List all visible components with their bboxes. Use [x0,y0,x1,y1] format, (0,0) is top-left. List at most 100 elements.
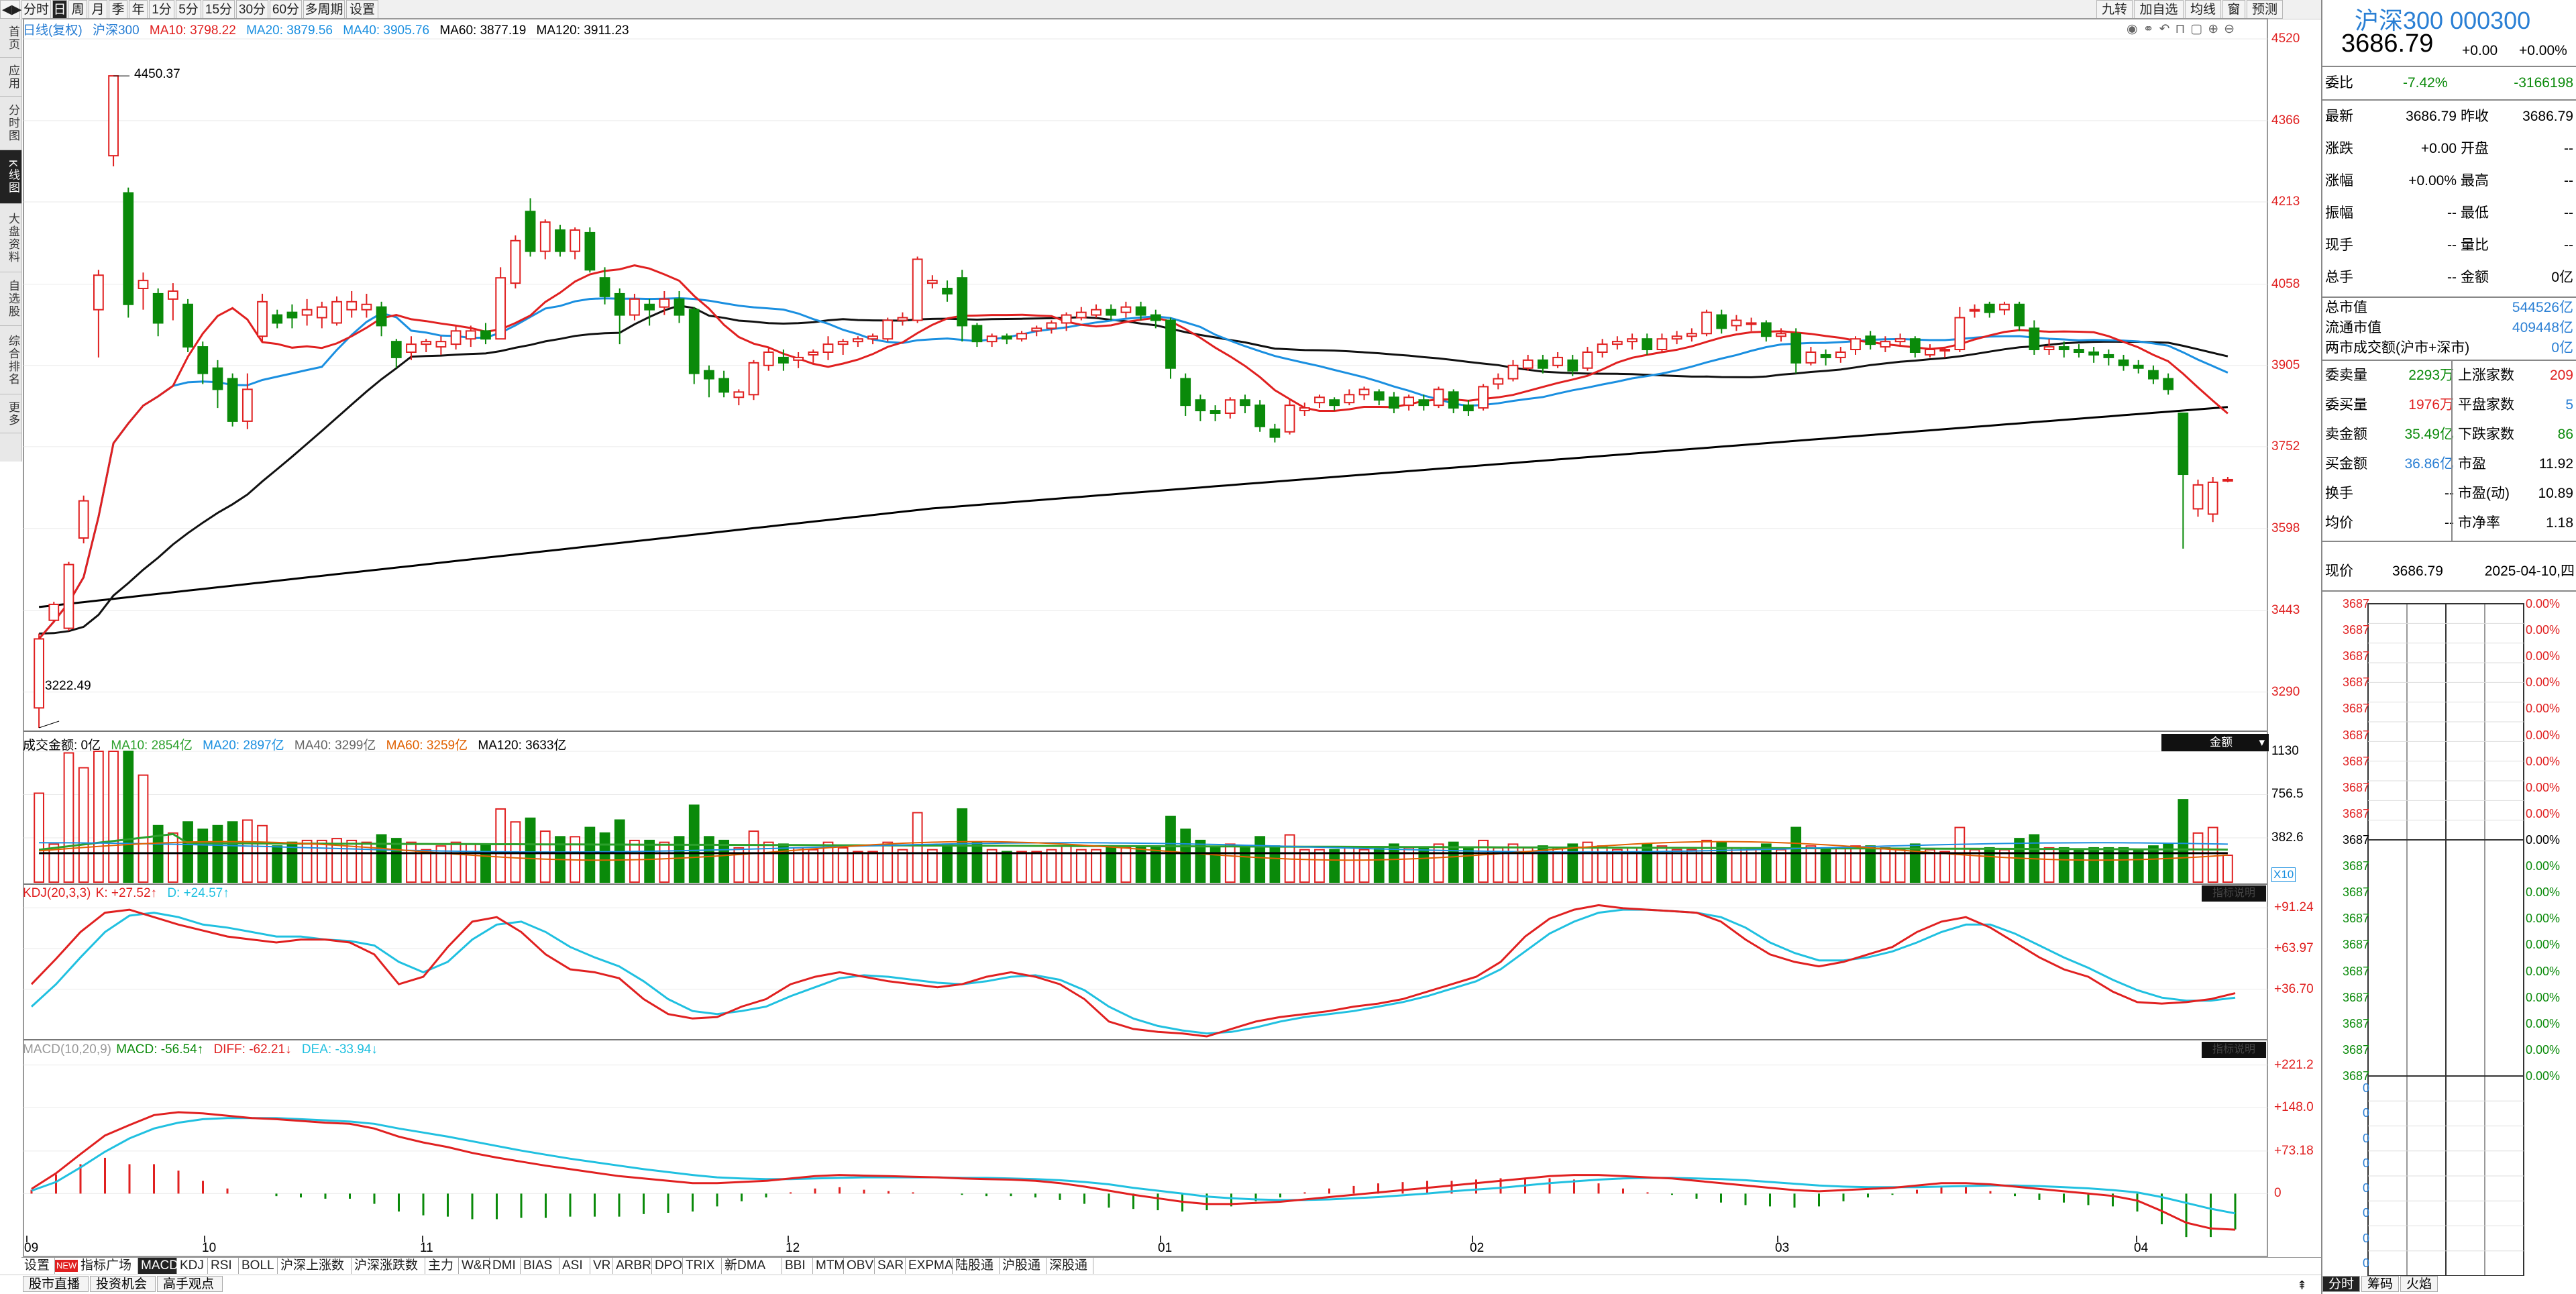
volume-bar-86 [1314,849,1325,883]
period-tab-8[interactable]: 15分 [203,0,235,19]
candle-body-135 [2043,346,2055,351]
mini-price-label-2: 3687 [2343,649,2370,663]
x-tick-2: 11 [420,1241,433,1255]
copy-icon[interactable]: ▢ [2190,22,2208,36]
mini-pct-label-18: 0.00% [2526,1069,2561,1083]
candle-body-98 [1493,378,1504,385]
indicator-tab-trix-16[interactable]: TRIX [683,1258,722,1274]
stat-value-left: 1976万 [2408,397,2454,413]
volume-bar-101 [1538,845,1548,883]
indicator-tab-obv-20[interactable]: OBV [844,1258,875,1274]
period-tab-6[interactable]: 1分 [149,0,174,19]
volume-bar-87 [1329,849,1340,883]
indicator-tab-arbr-14[interactable]: ARBR [613,1258,652,1274]
toolbar-arrows[interactable]: ◀▶ [0,0,21,19]
indicator-tab-vr-13[interactable]: VR [590,1258,613,1274]
sidebar-item-0[interactable]: 首页 [0,19,21,58]
mini-vol-label-6: 0 [2363,1231,2370,1245]
eye-icon[interactable]: ◉ [2127,22,2143,36]
period-tab-1[interactable]: 日 [52,0,67,19]
indicator-tab-bbi-18[interactable]: BBI [782,1258,813,1274]
period-tab-12[interactable]: 设置 [346,0,378,19]
mini-price-label-0: 3687 [2343,597,2370,610]
kline-chart[interactable] [0,0,2321,1294]
indicator-tab-item-6[interactable]: 沪深上涨数 [278,1258,352,1274]
footer-tab-2[interactable]: 高手观点 [157,1276,223,1292]
legend-ma120: MA120: 3911.23 [536,23,629,38]
candle-body-41 [644,303,655,311]
indicator-tab-dpo-15[interactable]: DPO [652,1258,683,1274]
toolbar-right-button-2[interactable]: 均线 [2185,0,2221,19]
sidebar-item-2[interactable]: 分时图 [0,97,21,150]
undo-icon[interactable]: ↶ [2159,22,2176,36]
indicator-tab-mtm-19[interactable]: MTM [813,1258,845,1274]
candle-body-66 [1016,333,1027,340]
indicator-tab-dma-17[interactable]: 新DMA [722,1258,782,1274]
candle-body-147 [2222,478,2233,482]
indicator-tab-w-r-9[interactable]: W&R [459,1258,491,1274]
indicator-tab-dmi-10[interactable]: DMI [490,1258,521,1274]
indicator-tab-macd-2[interactable]: MACD [138,1258,178,1274]
period-tab-7[interactable]: 5分 [176,0,201,19]
candle-body-105 [1597,343,1608,353]
vol-dropdown[interactable]: 金额 ▾ [2161,734,2269,751]
candle-body-48 [748,362,759,396]
zoom-out-icon[interactable]: ⊖ [2224,22,2241,36]
x-tick-7: 04 [2134,1241,2149,1255]
sidebar-item-7[interactable]: 更多 [0,394,21,433]
sidebar-item-6[interactable]: 综合排名 [0,326,21,394]
right-panel-tab-1[interactable]: 筹码 [2361,1276,2399,1292]
period-tab-4[interactable]: 季 [109,0,127,19]
period-tab-3[interactable]: 月 [89,0,107,19]
footer-tab-0[interactable]: 股市直播 [23,1276,89,1292]
indicator-tab-item-25[interactable]: 深股通 [1046,1258,1093,1274]
mini-intraday-chart[interactable] [2322,592,2576,1276]
link-icon[interactable]: ⚭ [2143,22,2159,36]
cap-row-2: 两市成交额(沪市+深市) 0亿 [2322,338,2576,358]
indicator-tab-item-23[interactable]: 陆股通 [953,1258,1000,1274]
price-tick-5: 3752 [2271,439,2300,453]
toolbar-right-button-4[interactable]: 预测 [2247,0,2283,19]
period-tab-10[interactable]: 60分 [270,0,302,19]
toolbar-right-button-3[interactable]: 窗 [2222,0,2245,19]
indicator-tab-sar-21[interactable]: SAR [875,1258,906,1274]
indicator-tab-item-7[interactable]: 沪深涨跌数 [352,1258,425,1274]
sidebar-item-5[interactable]: 自选股 [0,272,21,326]
kdj-label: KDJ(20,3,3) [23,886,91,900]
zoom-in-icon[interactable]: ⊕ [2208,22,2224,36]
toolbar-right-button-1[interactable]: 加自选 [2134,0,2184,19]
indicator-tab-bias-11[interactable]: BIAS [521,1258,559,1274]
macd-help-button[interactable]: 指标说明 [2202,1042,2266,1058]
sidebar-item-4[interactable]: 大盘资料 [0,204,21,272]
footer-tab-1[interactable]: 投资机会 [90,1276,156,1292]
volume-bar-69 [1061,845,1072,883]
lock-icon[interactable]: ⊓ [2175,22,2191,36]
volume-bar-132 [1999,849,2010,883]
indicator-tab-rsi-4[interactable]: RSI [208,1258,239,1274]
kdj-help-button[interactable]: 指标说明 [2202,885,2266,902]
candle-body-83 [1269,428,1281,438]
volume-bar-61 [942,843,953,883]
indicator-tab-item-0[interactable]: 设置 [21,1258,55,1274]
candle-body-140 [2118,359,2129,366]
indicator-tab-asi-12[interactable]: ASI [559,1258,590,1274]
sidebar-item-1[interactable]: 应用 [0,58,21,97]
indicator-tab-kdj-3[interactable]: KDJ [177,1258,208,1274]
expand-icon[interactable]: ⇞ [2297,1279,2308,1292]
indicator-tab-item-8[interactable]: 主力 [425,1258,459,1274]
indicator-tab-boll-5[interactable]: BOLL [239,1258,278,1274]
period-tab-2[interactable]: 周 [68,0,87,19]
right-panel-tab-2[interactable]: 火焰 [2400,1276,2438,1292]
period-tab-9[interactable]: 30分 [236,0,268,19]
indicator-tab-item-1[interactable]: 指标广场 [78,1258,138,1274]
sidebar-item-3[interactable]: K线图 [0,150,21,204]
stat-divider [2451,361,2453,541]
mini-pct-label-7: 0.00% [2526,780,2561,794]
volume-bar-60 [926,849,938,883]
period-tab-0[interactable]: 分时 [21,0,51,19]
indicator-tab-item-24[interactable]: 沪股通 [1000,1258,1046,1274]
right-panel-tab-0[interactable]: 分时 [2322,1276,2360,1292]
indicator-tab-expma-22[interactable]: EXPMA [906,1258,953,1274]
ma20-line [38,296,2229,640]
period-tab-5[interactable]: 年 [129,0,148,19]
